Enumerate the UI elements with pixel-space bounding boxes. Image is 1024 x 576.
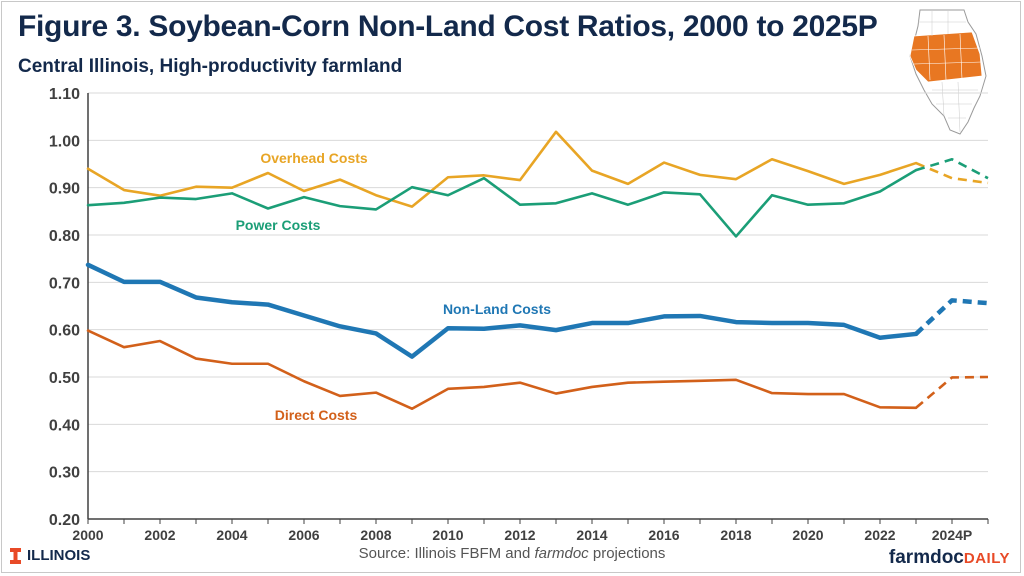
x-tick-label: 2012	[504, 527, 535, 543]
series-label: Power Costs	[236, 217, 321, 233]
x-tick-label: 2020	[792, 527, 823, 543]
y-tick-label: 0.90	[49, 181, 80, 198]
series-projection	[916, 377, 988, 408]
x-tick-label: 2006	[288, 527, 319, 543]
series-labels: Overhead Costs Power Costs Non-Land Costs D…	[236, 150, 552, 423]
plot-area	[88, 132, 988, 409]
source-em: farmdoc	[535, 545, 589, 562]
y-tick-label: 1.10	[49, 86, 80, 103]
series-projection	[916, 300, 988, 334]
farmdoc-daily-logo: farmdocDAILY	[889, 547, 1010, 569]
gridlines	[88, 93, 988, 472]
x-tick-label: 2018	[720, 527, 751, 543]
y-tick-label: 0.30	[49, 465, 80, 482]
x-tick-label: 2008	[360, 527, 391, 543]
x-tick-label: 2004	[216, 527, 247, 543]
series-line	[88, 331, 916, 409]
y-tick-label: 1.00	[49, 133, 80, 150]
y-tick-label: 0.70	[49, 275, 80, 292]
x-axis: 2000 2002 2004 2006 2008 2010 2012 2014 2016 2018…	[72, 519, 988, 543]
x-tick-label: 2024P	[932, 527, 972, 543]
series-projection	[916, 159, 988, 178]
x-tick-label: 2016	[648, 527, 679, 543]
x-tick-label: 2014	[576, 527, 607, 543]
daily-wordmark: DAILY	[964, 550, 1010, 567]
x-tick-label: 2002	[144, 527, 175, 543]
y-axis: 0.200.300.400.500.600.700.800.901.001.10	[49, 86, 88, 529]
source-note: Source: Illinois FBFM and farmdoc projec…	[0, 545, 1024, 562]
x-tick-label: 2022	[864, 527, 895, 543]
y-tick-label: 0.60	[49, 323, 80, 340]
source-prefix: Source: Illinois FBFM and	[359, 545, 535, 562]
y-tick-label: 0.50	[49, 370, 80, 387]
farmdoc-wordmark: farmdoc	[889, 547, 964, 568]
x-tick-label: 2000	[72, 527, 103, 543]
x-tick-label: 2010	[432, 527, 463, 543]
y-tick-label: 0.80	[49, 228, 80, 245]
series-label: Overhead Costs	[260, 150, 368, 166]
source-suffix: projections	[589, 545, 666, 562]
series-line	[88, 170, 916, 236]
series-label: Direct Costs	[275, 407, 358, 423]
y-tick-label: 0.40	[49, 417, 80, 434]
series-label: Non-Land Costs	[443, 301, 551, 317]
